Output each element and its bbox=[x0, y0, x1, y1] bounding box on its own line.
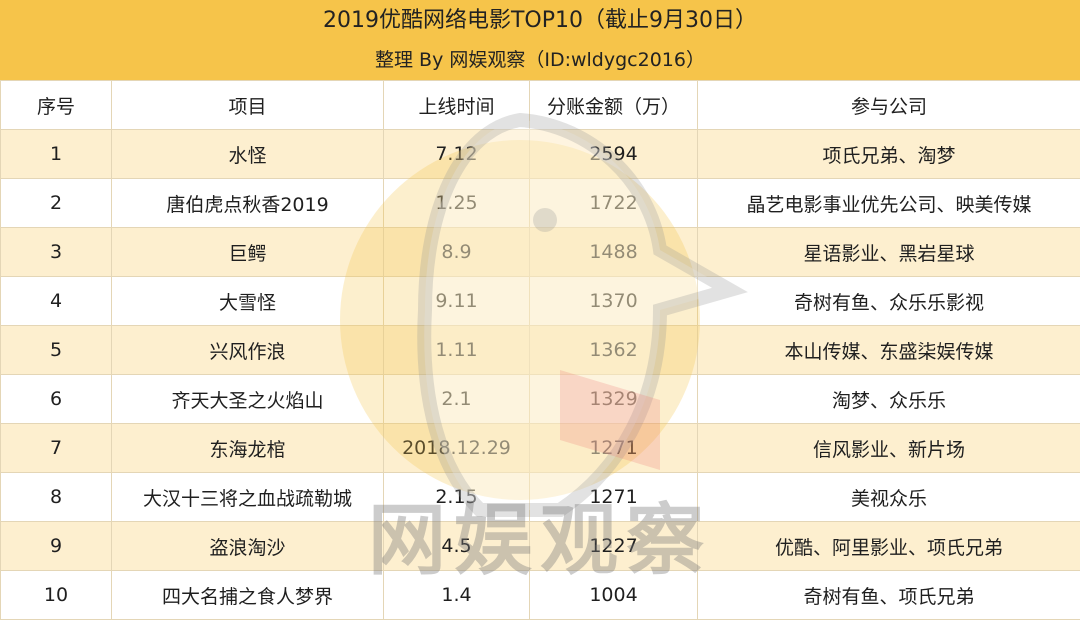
cell-release-date: 9.11 bbox=[383, 276, 530, 326]
cell-companies: 优酷、阿里影业、项氏兄弟 bbox=[697, 521, 1080, 571]
table-row: 7 东海龙棺 2018.12.29 1271 信风影业、新片场 bbox=[0, 423, 1080, 473]
table-row: 3 巨鳄 8.9 1488 星语影业、黑岩星球 bbox=[0, 227, 1080, 277]
cell-rank: 2 bbox=[0, 178, 112, 228]
cell-companies: 晶艺电影事业优先公司、映美传媒 bbox=[697, 178, 1080, 228]
cell-title: 大汉十三将之血战疏勒城 bbox=[111, 472, 384, 522]
cell-release-date: 7.12 bbox=[383, 129, 530, 179]
cell-title: 水怪 bbox=[111, 129, 384, 179]
cell-release-date: 8.9 bbox=[383, 227, 530, 277]
cell-release-date: 1.11 bbox=[383, 325, 530, 375]
cell-rank: 10 bbox=[0, 570, 112, 620]
ranking-table: 序号 项目 上线时间 分账金额（万） 参与公司 1 水怪 7.12 2594 项… bbox=[0, 80, 1080, 620]
cell-release-date: 4.5 bbox=[383, 521, 530, 571]
page-subtitle: 整理 By 网娱观察（ID:wldygc2016） bbox=[375, 49, 705, 71]
cell-title: 齐天大圣之火焰山 bbox=[111, 374, 384, 424]
cell-rank: 8 bbox=[0, 472, 112, 522]
cell-release-date: 2018.12.29 bbox=[383, 423, 530, 473]
cell-rank: 1 bbox=[0, 129, 112, 179]
cell-companies: 本山传媒、东盛柒娱传媒 bbox=[697, 325, 1080, 375]
cell-title: 兴风作浪 bbox=[111, 325, 384, 375]
cell-release-date: 2.1 bbox=[383, 374, 530, 424]
cell-title: 大雪怪 bbox=[111, 276, 384, 326]
cell-revenue: 1227 bbox=[529, 521, 698, 571]
table-row: 5 兴风作浪 1.11 1362 本山传媒、东盛柒娱传媒 bbox=[0, 325, 1080, 375]
column-header-rank: 序号 bbox=[0, 80, 112, 130]
column-header-release-date: 上线时间 bbox=[383, 80, 530, 130]
column-header-title: 项目 bbox=[111, 80, 384, 130]
cell-rank: 5 bbox=[0, 325, 112, 375]
cell-release-date: 2.15 bbox=[383, 472, 530, 522]
cell-rank: 7 bbox=[0, 423, 112, 473]
cell-companies: 信风影业、新片场 bbox=[697, 423, 1080, 473]
table-row: 8 大汉十三将之血战疏勒城 2.15 1271 美视众乐 bbox=[0, 472, 1080, 522]
cell-rank: 3 bbox=[0, 227, 112, 277]
table-header-row: 序号 项目 上线时间 分账金额（万） 参与公司 bbox=[0, 80, 1080, 130]
cell-companies: 奇树有鱼、项氏兄弟 bbox=[697, 570, 1080, 620]
cell-revenue: 1722 bbox=[529, 178, 698, 228]
cell-companies: 星语影业、黑岩星球 bbox=[697, 227, 1080, 277]
cell-companies: 淘梦、众乐乐 bbox=[697, 374, 1080, 424]
table-row: 2 唐伯虎点秋香2019 1.25 1722 晶艺电影事业优先公司、映美传媒 bbox=[0, 178, 1080, 228]
cell-title: 四大名捕之食人梦界 bbox=[111, 570, 384, 620]
cell-companies: 项氏兄弟、淘梦 bbox=[697, 129, 1080, 179]
column-header-revenue: 分账金额（万） bbox=[529, 80, 698, 130]
page-title: 2019优酷网络电影TOP10（截止9月30日） bbox=[323, 8, 757, 33]
cell-title: 巨鳄 bbox=[111, 227, 384, 277]
cell-title: 唐伯虎点秋香2019 bbox=[111, 178, 384, 228]
cell-revenue: 1370 bbox=[529, 276, 698, 326]
cell-title: 盗浪淘沙 bbox=[111, 521, 384, 571]
table-header-banner: 2019优酷网络电影TOP10（截止9月30日） 整理 By 网娱观察（ID:w… bbox=[0, 0, 1080, 80]
cell-revenue: 1329 bbox=[529, 374, 698, 424]
table-row: 1 水怪 7.12 2594 项氏兄弟、淘梦 bbox=[0, 129, 1080, 179]
table-row: 4 大雪怪 9.11 1370 奇树有鱼、众乐乐影视 bbox=[0, 276, 1080, 326]
cell-release-date: 1.25 bbox=[383, 178, 530, 228]
cell-companies: 美视众乐 bbox=[697, 472, 1080, 522]
table-row: 10 四大名捕之食人梦界 1.4 1004 奇树有鱼、项氏兄弟 bbox=[0, 570, 1080, 620]
cell-release-date: 1.4 bbox=[383, 570, 530, 620]
column-header-companies: 参与公司 bbox=[697, 80, 1080, 130]
cell-revenue: 1362 bbox=[529, 325, 698, 375]
table-row: 9 盗浪淘沙 4.5 1227 优酷、阿里影业、项氏兄弟 bbox=[0, 521, 1080, 571]
cell-rank: 6 bbox=[0, 374, 112, 424]
cell-revenue: 1271 bbox=[529, 472, 698, 522]
cell-revenue: 1004 bbox=[529, 570, 698, 620]
cell-revenue: 1488 bbox=[529, 227, 698, 277]
cell-companies: 奇树有鱼、众乐乐影视 bbox=[697, 276, 1080, 326]
cell-revenue: 1271 bbox=[529, 423, 698, 473]
cell-title: 东海龙棺 bbox=[111, 423, 384, 473]
cell-rank: 9 bbox=[0, 521, 112, 571]
cell-revenue: 2594 bbox=[529, 129, 698, 179]
table-row: 6 齐天大圣之火焰山 2.1 1329 淘梦、众乐乐 bbox=[0, 374, 1080, 424]
cell-rank: 4 bbox=[0, 276, 112, 326]
